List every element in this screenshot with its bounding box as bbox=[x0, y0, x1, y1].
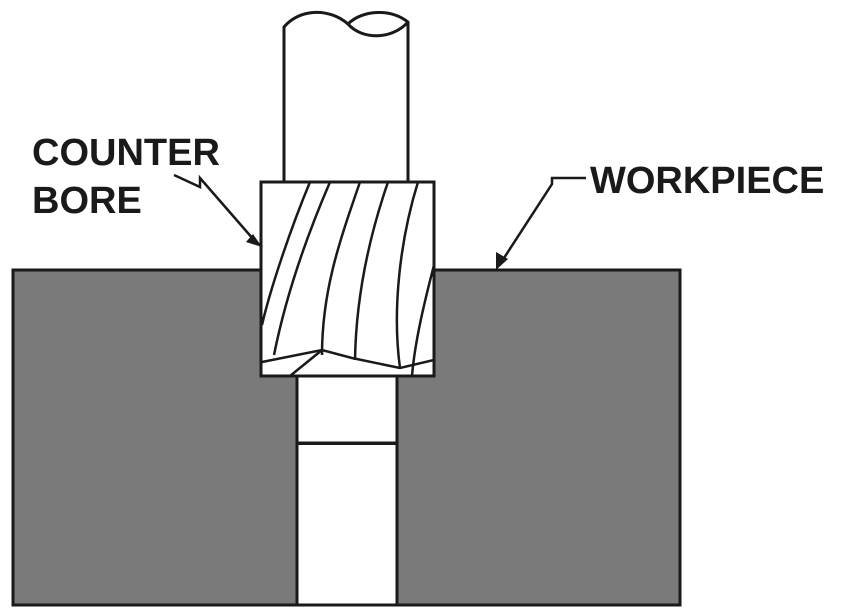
arrowhead-workpiece bbox=[496, 252, 508, 270]
helical-flutes bbox=[261, 182, 434, 376]
leader-workpiece bbox=[496, 176, 586, 270]
label-workpiece: WORKPIECE bbox=[590, 160, 824, 202]
pilot-shank bbox=[295, 374, 399, 445]
label-counter: COUNTER bbox=[32, 132, 220, 174]
label-bore: BORE bbox=[32, 180, 142, 222]
leader-counterbore bbox=[173, 173, 262, 247]
arrowhead-counterbore bbox=[246, 234, 262, 247]
counterbore-cutter bbox=[259, 180, 436, 378]
cutter-shank bbox=[282, 10, 410, 184]
